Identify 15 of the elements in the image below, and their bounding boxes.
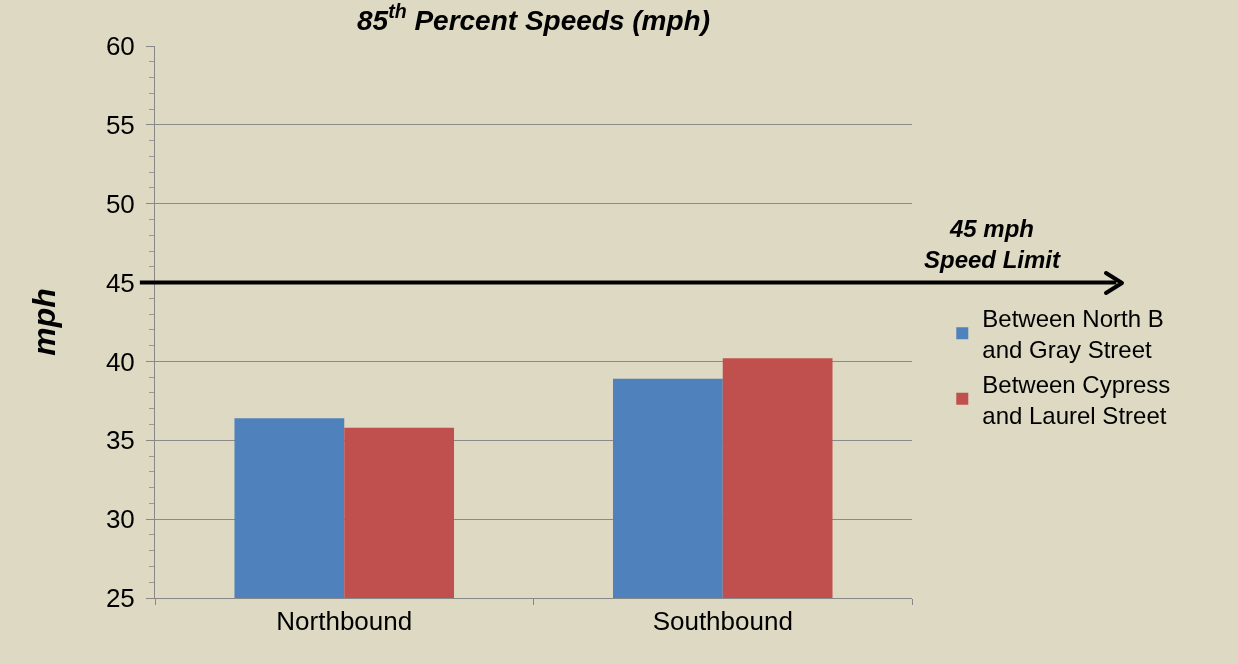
y-tick-label: 60 bbox=[105, 31, 135, 62]
y-tick-label: 45 bbox=[105, 267, 135, 298]
y-tick-label: 30 bbox=[105, 504, 135, 535]
legend-label: Between Cypress and Laurel Street bbox=[982, 370, 1171, 429]
legend-label: Between North B and Gray Street bbox=[982, 305, 1164, 364]
x-tick-label: Northbound bbox=[276, 606, 413, 637]
y-tick-label: 50 bbox=[105, 188, 135, 219]
chart-title: 85$^{th}$ Percent Speeds (mph) bbox=[356, 0, 711, 36]
ref-line-label: 45 mph Speed Limit bbox=[924, 215, 1062, 274]
y-tick-label: 55 bbox=[105, 109, 135, 140]
y-tick-label: 25 bbox=[105, 583, 135, 614]
y-axis-title: mph bbox=[26, 288, 63, 356]
x-tick-label: Southbound bbox=[652, 606, 793, 637]
y-tick-label: 40 bbox=[105, 346, 135, 377]
y-tick-label: 35 bbox=[105, 425, 135, 456]
